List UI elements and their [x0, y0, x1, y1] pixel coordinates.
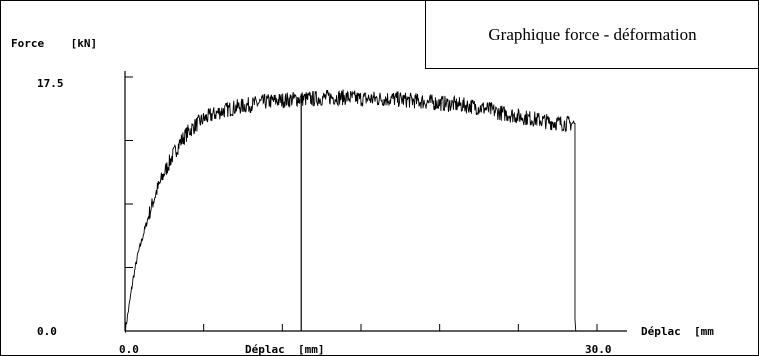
- x-tick-label-min: 0.0: [119, 343, 139, 356]
- y-tick-label-min: 0.0: [37, 325, 57, 338]
- y-axis-label: Force [kN]: [11, 37, 97, 50]
- y-tick-label-max: 17.5: [37, 77, 64, 90]
- series-line: [124, 89, 577, 334]
- x-axis-label-right: Déplac [mm: [641, 325, 714, 338]
- x-tick-label-max: 30.0: [585, 343, 612, 356]
- x-axis-label: Déplac [mm]: [245, 343, 324, 356]
- chart-title: Graphique force - déformation: [425, 1, 758, 69]
